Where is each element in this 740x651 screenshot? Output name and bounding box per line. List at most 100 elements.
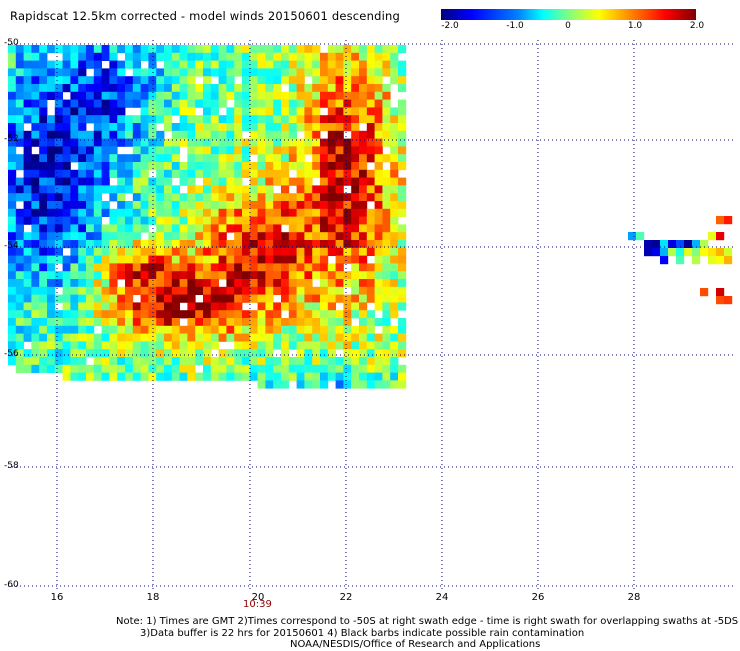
wind-cell (288, 130, 297, 139)
wind-cell (195, 224, 204, 233)
wind-cell (195, 169, 204, 178)
wind-cell (47, 224, 56, 233)
wind-cell (117, 193, 126, 202)
wind-cell (343, 333, 352, 342)
wind-cell (382, 380, 391, 389)
wind-cell (15, 263, 24, 272)
wind-cell (101, 247, 110, 256)
wind-cell (281, 130, 290, 139)
wind-cell (39, 138, 48, 147)
wind-cell (234, 201, 243, 210)
wind-cell (366, 271, 375, 280)
wind-cell (398, 68, 407, 77)
wind-cell (265, 286, 274, 295)
wind-cell (62, 279, 71, 288)
wind-cell (117, 333, 126, 342)
wind-cell (101, 52, 110, 61)
wind-cell (70, 138, 79, 147)
wind-cell (70, 224, 79, 233)
wind-cell (281, 341, 290, 350)
wind-cell (366, 263, 375, 272)
wind-cell (93, 60, 102, 69)
wind-cell (257, 177, 266, 186)
wind-cell (140, 169, 149, 178)
wind-cell (359, 255, 368, 264)
wind-cell (312, 138, 321, 147)
wind-cell (312, 255, 321, 264)
wind-cell (234, 279, 243, 288)
wind-cell (359, 240, 368, 249)
wind-cell (296, 45, 305, 54)
wind-cell (335, 341, 344, 350)
wind-cell (390, 138, 399, 147)
wind-cell (78, 45, 87, 54)
wind-cell (39, 333, 48, 342)
wind-cell (359, 341, 368, 350)
wind-cell (78, 52, 87, 61)
wind-cell (39, 302, 48, 311)
wind-cell (288, 201, 297, 210)
wind-cell (187, 169, 196, 178)
wind-cell (86, 177, 95, 186)
wind-cell (78, 154, 87, 163)
wind-cell (125, 325, 134, 334)
wind-cell (101, 177, 110, 186)
wind-cell (382, 99, 391, 108)
wind-cell (23, 279, 32, 288)
wind-cell (398, 115, 407, 124)
wind-cell (78, 310, 87, 319)
wind-cell (382, 247, 391, 256)
wind-cell (312, 216, 321, 225)
wind-cell (179, 216, 188, 225)
wind-cell (257, 201, 266, 210)
wind-cell (8, 208, 17, 217)
wind-cell (179, 255, 188, 264)
wind-cell (312, 146, 321, 155)
wind-cell (148, 177, 157, 186)
wind-cell (148, 130, 157, 139)
wind-cell (288, 224, 297, 233)
wind-cell (226, 123, 235, 132)
wind-cell (257, 84, 266, 93)
wind-cell (226, 263, 235, 272)
wind-cell (70, 60, 79, 69)
wind-cell (195, 185, 204, 194)
wind-cell (31, 45, 40, 54)
wind-cell (273, 364, 282, 373)
wind-cell (265, 255, 274, 264)
wind-cell (171, 318, 180, 327)
wind-cell (273, 318, 282, 327)
wind-cell (47, 333, 56, 342)
wind-cell (351, 60, 360, 69)
wind-cell (335, 357, 344, 366)
wind-cell (366, 130, 375, 139)
wind-cell (281, 162, 290, 171)
wind-cell (351, 263, 360, 272)
wind-cell (327, 115, 336, 124)
wind-cell (31, 76, 40, 85)
wind-cell (210, 201, 219, 210)
wind-cell (366, 60, 375, 69)
wind-cell (234, 341, 243, 350)
wind-cell (288, 325, 297, 334)
wind-cell (156, 99, 165, 108)
wind-cell (343, 138, 352, 147)
wind-cell (47, 263, 56, 272)
wind-cell (234, 185, 243, 194)
wind-cell (335, 115, 344, 124)
wind-cell (156, 91, 165, 100)
wind-cell (265, 279, 274, 288)
wind-cell (93, 240, 102, 249)
wind-cell (164, 247, 173, 256)
wind-cell (132, 318, 141, 327)
wind-cell (47, 130, 56, 139)
wind-cell (273, 76, 282, 85)
wind-cell (312, 169, 321, 178)
wind-cell (398, 146, 407, 155)
wind-cell (351, 154, 360, 163)
wind-cell (93, 146, 102, 155)
wind-cell (164, 146, 173, 155)
wind-cell (257, 68, 266, 77)
wind-cell (390, 271, 399, 280)
wind-cell (109, 333, 118, 342)
